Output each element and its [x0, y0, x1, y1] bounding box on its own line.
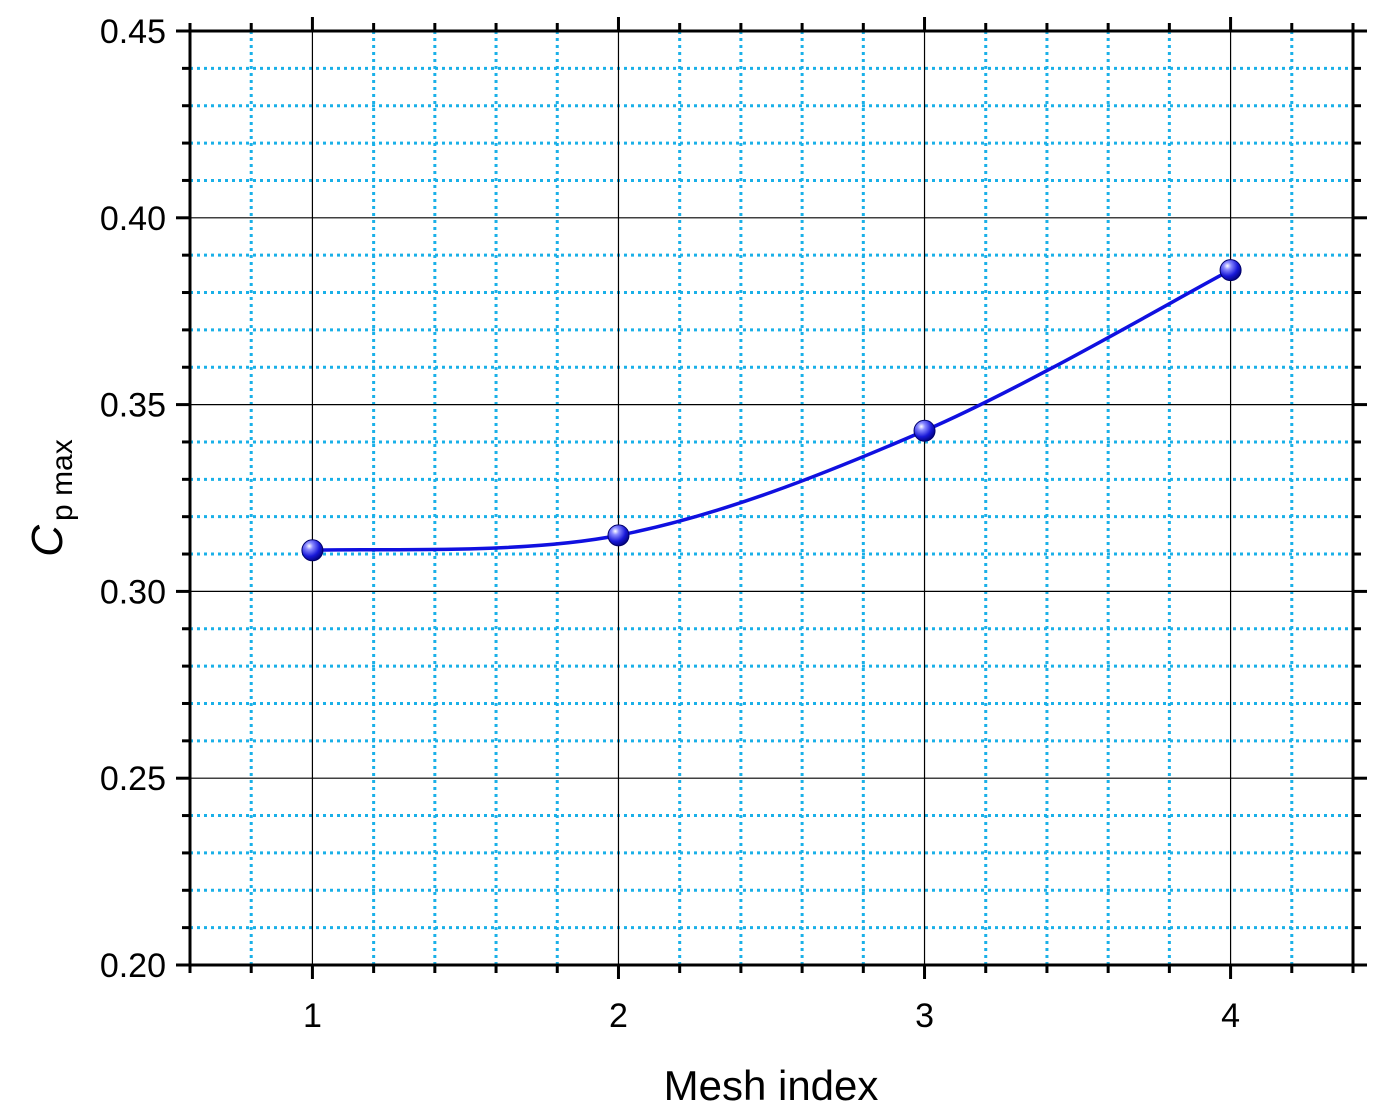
x-axis-title: Mesh index — [664, 1062, 879, 1109]
x-tick-label: 4 — [1221, 997, 1240, 1035]
data-point — [607, 524, 630, 547]
y-axis-title-main: C — [23, 524, 72, 557]
y-tick-label: 0.20 — [100, 947, 166, 985]
y-axis-title-subscript: p max — [46, 439, 79, 521]
series-line — [312, 268, 1232, 553]
plot-frame — [188, 29, 1355, 967]
y-tick-label: 0.30 — [100, 573, 166, 611]
x-tick-label: 3 — [915, 997, 934, 1035]
x-tick-label: 1 — [303, 997, 322, 1035]
ticks — [176, 17, 1367, 979]
y-tick-label: 0.45 — [100, 13, 166, 51]
y-tick-label: 0.40 — [100, 200, 166, 238]
data-point — [301, 539, 324, 562]
y-tick-label: 0.35 — [100, 387, 166, 425]
data-point — [913, 419, 936, 442]
axes — [188, 29, 1355, 967]
y-tick-label: 0.25 — [100, 760, 166, 798]
y-axis-title: Cp max — [23, 439, 79, 556]
grid — [190, 31, 1353, 965]
series — [301, 259, 1242, 562]
data-point — [1219, 259, 1242, 282]
x-tick-label: 2 — [609, 997, 628, 1035]
tick-labels: 1 2 3 4 0.20 0.25 0.30 0.35 0.40 0.45 — [100, 13, 1240, 1035]
svg-text:Cp max: Cp max — [23, 439, 79, 556]
